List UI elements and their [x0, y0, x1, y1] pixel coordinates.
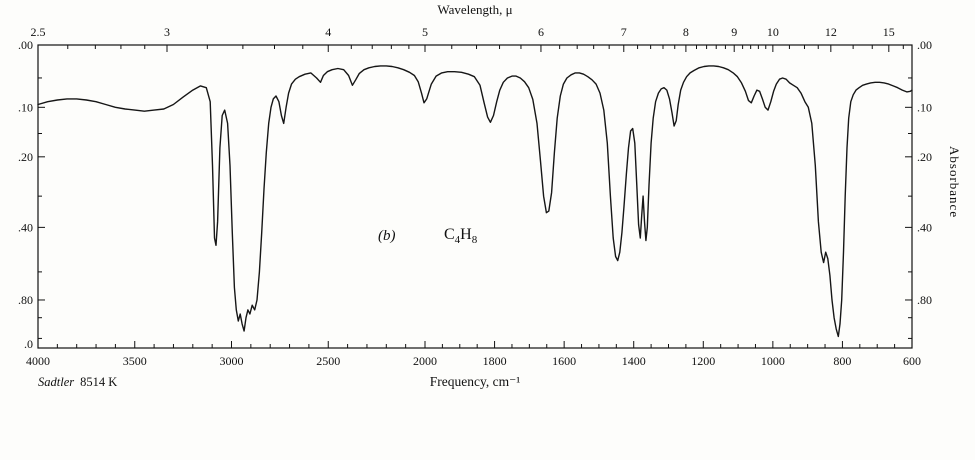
left-tick-label: .40	[18, 220, 33, 234]
source-name: Sadtler	[38, 375, 75, 389]
top-axis-title: Wavelength, μ	[437, 2, 513, 17]
bottom-tick-label: 1400	[622, 354, 646, 368]
top-tick-label: 10	[767, 25, 779, 39]
formula-element-2: H	[460, 226, 472, 243]
source-number: 8514 K	[80, 375, 118, 389]
top-tick-label: 5	[422, 25, 428, 39]
top-tick-label: 15	[883, 25, 895, 39]
plot-frame	[37, 44, 913, 349]
top-tick-label: 8	[683, 25, 689, 39]
bottom-tick-label: 1800	[483, 354, 507, 368]
right-tick-label: .00	[917, 38, 932, 52]
left-tick-label: .10	[18, 100, 33, 114]
spectrum-trace	[37, 65, 913, 338]
formula-subscript-1: 4	[454, 234, 461, 247]
bottom-tick-label: 3500	[123, 354, 147, 368]
right-tick-label: .80	[917, 293, 932, 307]
bottom-tick-label: 4000	[26, 354, 50, 368]
right-tick-label: .20	[917, 150, 932, 164]
bottom-tick-label: 800	[833, 354, 851, 368]
bottom-tick-label: 1000	[761, 354, 785, 368]
top-tick-label: 2.5	[31, 25, 46, 39]
spectrum-plot: 4000 3500 3000 2500 2000 1800 1600 1400 1200 1000…	[18, 25, 932, 368]
top-tick-label: 3	[164, 25, 170, 39]
right-axis-title: Absorbance	[947, 146, 962, 219]
source-reference: Sadtler 8514 K	[38, 375, 117, 390]
bottom-axis-title: Frequency, cm⁻¹	[429, 374, 521, 389]
left-tick-label: .80	[18, 293, 33, 307]
right-tick-label: .40	[917, 220, 932, 234]
bottom-tick-label: 2500	[316, 354, 340, 368]
top-tick-label: 7	[621, 25, 627, 39]
formula-element-1: C	[444, 226, 455, 243]
left-tick-label: .00	[18, 38, 33, 52]
bottom-tick-label: 3000	[220, 354, 244, 368]
right-tick-label: .10	[917, 100, 932, 114]
panel-letter-label: (b)	[378, 228, 396, 244]
bottom-tick-label: 1600	[552, 354, 576, 368]
bottom-tick-label: 600	[903, 354, 921, 368]
left-tick-label: .20	[18, 150, 33, 164]
top-tick-label: 12	[825, 25, 837, 39]
formula-subscript-2: 8	[471, 234, 478, 247]
compound-formula: C4H8	[444, 226, 477, 246]
bottom-tick-label: 2000	[413, 354, 437, 368]
bottom-tick-label: 1200	[691, 354, 715, 368]
top-tick-label: 9	[731, 25, 737, 39]
left-bottom-tick-label: .0	[24, 337, 33, 351]
top-tick-label: 6	[538, 25, 544, 39]
top-tick-label: 4	[325, 25, 331, 39]
